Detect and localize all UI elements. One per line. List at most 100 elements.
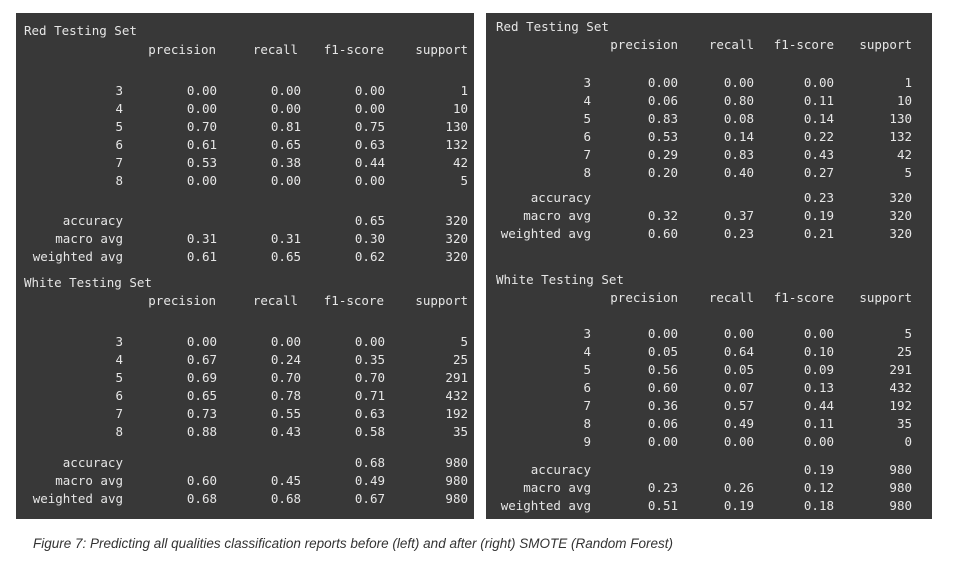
column-header: recall (708, 290, 754, 305)
metric-f1: 0.44 (803, 398, 834, 413)
table-row: macro avg 0.32 0.37 0.19 320 (486, 207, 932, 225)
row-label: 6 (115, 388, 123, 403)
row-label: 6 (583, 129, 591, 144)
column-headers: precision recall f1-score support (16, 292, 474, 310)
metric-precision: 0.67 (186, 352, 217, 367)
metric-support: 5 (460, 334, 468, 349)
table-row: 3 0.00 0.00 0.00 1 (16, 82, 474, 100)
row-label: 8 (115, 173, 123, 188)
metric-support: 980 (445, 455, 468, 470)
metric-support: 980 (889, 480, 912, 495)
metric-precision: 0.00 (647, 434, 678, 449)
metric-recall: 0.19 (723, 498, 754, 513)
section-title: Red Testing Set (496, 19, 609, 34)
row-label: 8 (115, 424, 123, 439)
metric-f1: 0.00 (354, 334, 385, 349)
metric-f1: 0.63 (354, 137, 385, 152)
metric-support: 320 (445, 213, 468, 228)
row-label: macro avg (55, 473, 123, 488)
metric-f1: 0.63 (354, 406, 385, 421)
metric-support: 0 (904, 434, 912, 449)
table-row: 9 0.00 0.00 0.00 0 (486, 433, 932, 451)
metric-support: 25 (896, 344, 912, 359)
metric-recall: 0.78 (270, 388, 301, 403)
metric-recall: 0.64 (723, 344, 754, 359)
column-header: recall (252, 42, 298, 57)
column-header: support (859, 290, 912, 305)
metric-precision: 0.23 (647, 480, 678, 495)
metric-support: 130 (445, 119, 468, 134)
row-label: 5 (583, 362, 591, 377)
metric-support: 980 (889, 462, 912, 477)
metric-support: 192 (889, 398, 912, 413)
section-title: White Testing Set (496, 272, 624, 287)
metric-support: 320 (889, 208, 912, 223)
table-row: 7 0.53 0.38 0.44 42 (16, 154, 474, 172)
table-row: macro avg 0.23 0.26 0.12 980 (486, 479, 932, 497)
metric-precision: 0.69 (186, 370, 217, 385)
metric-recall: 0.31 (270, 231, 301, 246)
table-row: accuracy 0.68 980 (16, 454, 474, 472)
metric-f1: 0.58 (354, 424, 385, 439)
row-label: 9 (583, 434, 591, 449)
row-label: 4 (583, 344, 591, 359)
metric-precision: 0.06 (647, 93, 678, 108)
metric-f1: 0.00 (803, 326, 834, 341)
metric-recall: 0.55 (270, 406, 301, 421)
metric-precision: 0.60 (186, 473, 217, 488)
metric-recall: 0.65 (270, 249, 301, 264)
column-header: f1-score (323, 42, 384, 57)
metric-f1: 0.00 (354, 101, 385, 116)
metric-support: 130 (889, 111, 912, 126)
metric-recall: 0.00 (270, 83, 301, 98)
table-row: 5 0.69 0.70 0.70 291 (16, 369, 474, 387)
row-label: 8 (583, 165, 591, 180)
metric-f1: 0.19 (803, 208, 834, 223)
section-title: White Testing Set (24, 275, 152, 290)
table-row: weighted avg 0.61 0.65 0.62 320 (16, 248, 474, 266)
metric-f1: 0.62 (354, 249, 385, 264)
column-header: precision (610, 37, 678, 52)
table-row: 4 0.06 0.80 0.11 10 (486, 92, 932, 110)
column-header: support (415, 293, 468, 308)
metric-recall: 0.26 (723, 480, 754, 495)
table-row: 7 0.73 0.55 0.63 192 (16, 405, 474, 423)
metric-recall: 0.45 (270, 473, 301, 488)
metric-recall: 0.68 (270, 491, 301, 506)
metric-recall: 0.23 (723, 226, 754, 241)
metric-recall: 0.43 (270, 424, 301, 439)
metric-precision: 0.06 (647, 416, 678, 431)
column-header: support (859, 37, 912, 52)
metric-recall: 0.65 (270, 137, 301, 152)
metric-f1: 0.68 (354, 455, 385, 470)
metric-precision: 0.32 (647, 208, 678, 223)
table-row: 6 0.65 0.78 0.71 432 (16, 387, 474, 405)
metric-precision: 0.00 (186, 173, 217, 188)
metric-precision: 0.29 (647, 147, 678, 162)
metric-f1: 0.00 (803, 434, 834, 449)
metric-f1: 0.67 (354, 491, 385, 506)
row-label: accuracy (62, 455, 123, 470)
metric-precision: 0.70 (186, 119, 217, 134)
row-label: 8 (583, 416, 591, 431)
row-label: 5 (115, 119, 123, 134)
row-label: 6 (583, 380, 591, 395)
metric-recall: 0.24 (270, 352, 301, 367)
row-label: weighted avg (32, 249, 123, 264)
column-header: recall (708, 37, 754, 52)
metric-support: 291 (445, 370, 468, 385)
metric-recall: 0.00 (723, 75, 754, 90)
row-label: 5 (115, 370, 123, 385)
metric-precision: 0.31 (186, 231, 217, 246)
metric-recall: 0.05 (723, 362, 754, 377)
metric-f1: 0.70 (354, 370, 385, 385)
row-label: 3 (115, 334, 123, 349)
row-label: 7 (115, 406, 123, 421)
table-row: 8 0.88 0.43 0.58 35 (16, 423, 474, 441)
metric-f1: 0.35 (354, 352, 385, 367)
column-headers: precision recall f1-score support (16, 41, 474, 59)
row-label: accuracy (530, 190, 591, 205)
table-row: 4 0.05 0.64 0.10 25 (486, 343, 932, 361)
metric-support: 10 (896, 93, 912, 108)
table-row: weighted avg 0.51 0.19 0.18 980 (486, 497, 932, 515)
